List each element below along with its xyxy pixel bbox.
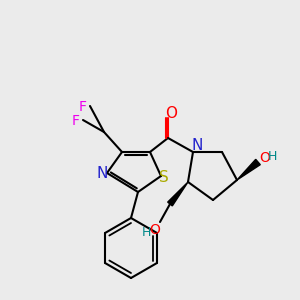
Text: F: F — [72, 114, 80, 128]
Text: N: N — [96, 167, 108, 182]
Text: N: N — [191, 137, 203, 152]
Text: F: F — [79, 100, 87, 114]
Text: O: O — [165, 106, 177, 121]
Text: H: H — [141, 226, 151, 238]
Polygon shape — [168, 182, 188, 206]
Text: O: O — [260, 151, 270, 165]
Polygon shape — [237, 159, 260, 180]
Text: O: O — [150, 223, 160, 237]
Text: H: H — [267, 149, 277, 163]
Text: S: S — [159, 169, 169, 184]
